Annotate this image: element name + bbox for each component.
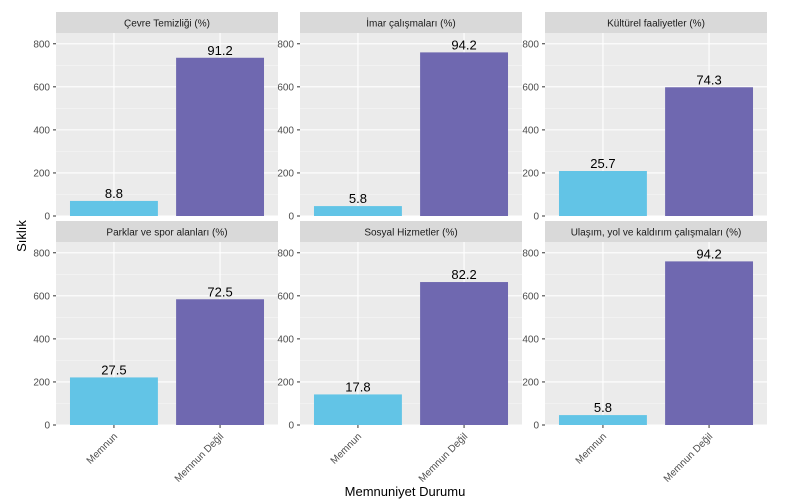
bar xyxy=(176,299,265,425)
facet-title: İmar çalışmaları (%) xyxy=(366,17,455,30)
facet-title: Kültürel faaliyetler (%) xyxy=(607,19,705,30)
bar xyxy=(558,415,647,425)
x-tick-label: Memnun Değil xyxy=(417,431,470,484)
y-tick-label: 0 xyxy=(288,421,294,432)
y-tick-label: 600 xyxy=(277,291,294,302)
y-tick-label: 400 xyxy=(522,125,539,136)
y-tick-label: 800 xyxy=(33,39,50,50)
bar-value-label: 5.8 xyxy=(594,400,612,415)
y-tick-label: 0 xyxy=(533,212,539,223)
bar xyxy=(665,87,754,216)
facet-strip xyxy=(545,221,767,242)
x-axis-title: Memnuniyet Durumu xyxy=(345,484,466,499)
x-tick-label: Memnun Değil xyxy=(173,431,226,484)
x-tick-label: Memnun Değil xyxy=(662,431,715,484)
bar-value-label: 72.5 xyxy=(207,284,232,299)
y-tick-label: 200 xyxy=(33,168,50,179)
facet-strip xyxy=(56,12,278,33)
bar-value-label: 17.8 xyxy=(345,379,370,394)
bar-value-label: 91.2 xyxy=(207,43,232,58)
bar-value-label: 27.5 xyxy=(101,362,126,377)
bar-value-label: 25.7 xyxy=(590,156,615,171)
facet-strip xyxy=(545,12,767,33)
y-tick-label: 0 xyxy=(44,421,50,432)
y-tick-label: 400 xyxy=(33,125,50,136)
x-tick-label: Memnun xyxy=(85,431,120,466)
y-tick-label: 600 xyxy=(522,82,539,93)
bar xyxy=(665,261,754,425)
y-tick-label: 200 xyxy=(522,377,539,388)
y-tick-label: 400 xyxy=(277,125,294,136)
y-tick-label: 400 xyxy=(277,334,294,345)
y-tick-label: 200 xyxy=(33,377,50,388)
bar-value-label: 5.8 xyxy=(349,191,367,206)
y-tick-label: 0 xyxy=(44,212,50,223)
bar xyxy=(420,282,509,425)
y-tick-label: 400 xyxy=(522,334,539,345)
y-tick-label: 0 xyxy=(533,421,539,432)
facet-title: Çevre Temizliği (%) xyxy=(124,19,210,30)
y-tick-label: 800 xyxy=(33,248,50,259)
bar xyxy=(313,394,402,425)
bar xyxy=(69,200,158,216)
bar-value-label: 74.3 xyxy=(696,72,721,87)
facet-strip xyxy=(56,221,278,242)
y-tick-label: 0 xyxy=(288,212,294,223)
y-tick-label: 200 xyxy=(522,168,539,179)
facet-title: Ulaşım, yol ve kaldırım çalışmaları (%) xyxy=(571,228,742,239)
bar xyxy=(558,171,647,216)
y-tick-label: 600 xyxy=(522,291,539,302)
facet-title: Parklar ve spor alanları (%) xyxy=(106,228,227,239)
bar-value-label: 94.2 xyxy=(451,37,476,52)
facet-title: Sosyal Hizmetler (%) xyxy=(364,228,457,239)
y-tick-label: 800 xyxy=(277,39,294,50)
y-tick-label: 800 xyxy=(277,248,294,259)
y-tick-label: 200 xyxy=(277,168,294,179)
facet-strip xyxy=(300,221,522,242)
y-tick-label: 600 xyxy=(33,82,50,93)
y-tick-label: 600 xyxy=(277,82,294,93)
x-tick-label: Memnun xyxy=(329,431,364,466)
bar xyxy=(69,377,158,425)
bar xyxy=(420,52,509,217)
bar-value-label: 82.2 xyxy=(451,267,476,282)
bar xyxy=(313,206,402,216)
x-tick-label: Memnun xyxy=(574,431,609,466)
facet-strip xyxy=(300,12,522,33)
bar-value-label: 8.8 xyxy=(105,186,123,201)
y-axis-title: Sıklık xyxy=(14,220,29,252)
y-tick-label: 200 xyxy=(277,377,294,388)
y-tick-label: 800 xyxy=(522,39,539,50)
y-tick-label: 600 xyxy=(33,291,50,302)
y-tick-label: 400 xyxy=(33,334,50,345)
bar xyxy=(176,57,265,217)
bar-value-label: 94.2 xyxy=(696,246,721,261)
y-tick-label: 800 xyxy=(522,248,539,259)
